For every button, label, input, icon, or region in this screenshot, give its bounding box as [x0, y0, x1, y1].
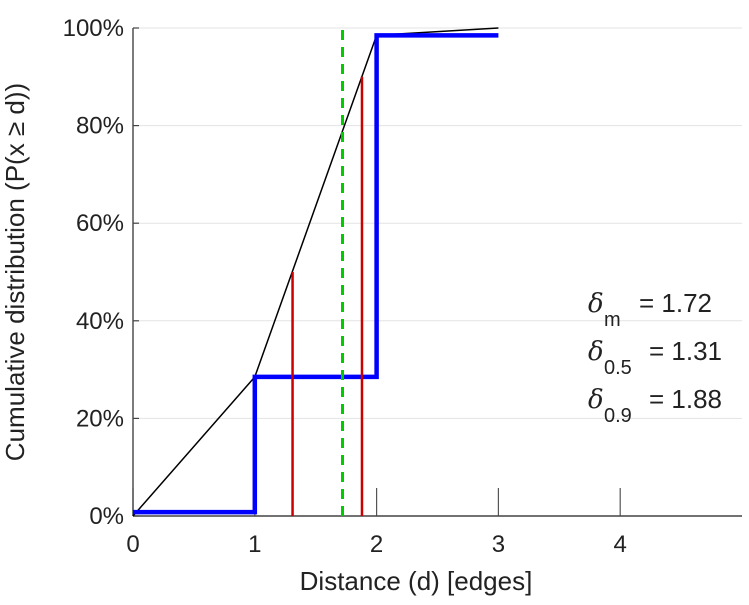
data-series: [132, 27, 499, 517]
delta-symbol: δ: [588, 385, 604, 415]
y-axis-title: Cumulative distribution (P(x ≥ d)): [0, 83, 30, 461]
annotation-row: δm = 1.72: [588, 288, 712, 331]
delta-subscript: 0.9: [604, 405, 632, 427]
annotation-row: δ0.9 = 1.88: [588, 384, 722, 427]
delta-symbol: δ: [588, 289, 604, 319]
delta-subscript: 0.5: [604, 357, 632, 379]
y-tick-label: 60%: [76, 210, 124, 237]
annotation-row: δ0.5 = 1.31: [588, 336, 722, 379]
x-tick-label: 2: [370, 531, 383, 558]
x-tick-label: 3: [492, 531, 505, 558]
linear-cdf-line: [132, 27, 499, 517]
y-tick-label: 100%: [63, 15, 124, 42]
axes: [132, 27, 742, 517]
delta-symbol: δ: [588, 337, 604, 367]
x-tick-label: 0: [126, 531, 139, 558]
delta-value: = 1.31: [649, 336, 722, 366]
y-tick-label: 40%: [76, 308, 124, 335]
x-tick-label: 4: [614, 531, 627, 558]
x-tick-label: 1: [248, 531, 261, 558]
marker-lines: [291, 28, 364, 516]
y-tick-label: 0%: [89, 503, 124, 530]
y-tick-label: 20%: [76, 405, 124, 432]
x-axis-title: Distance (d) [edges]: [300, 566, 533, 596]
delta-value: = 1.88: [649, 384, 722, 414]
step-cdf-line: [133, 33, 499, 515]
grid-lines: [133, 27, 742, 419]
y-tick-label: 80%: [76, 113, 124, 140]
delta-value: = 1.72: [639, 288, 712, 318]
delta-subscript: m: [604, 309, 621, 331]
tick-labels: 0% 20% 40% 60% 80% 100% 0 1 2 3 4: [63, 15, 627, 558]
